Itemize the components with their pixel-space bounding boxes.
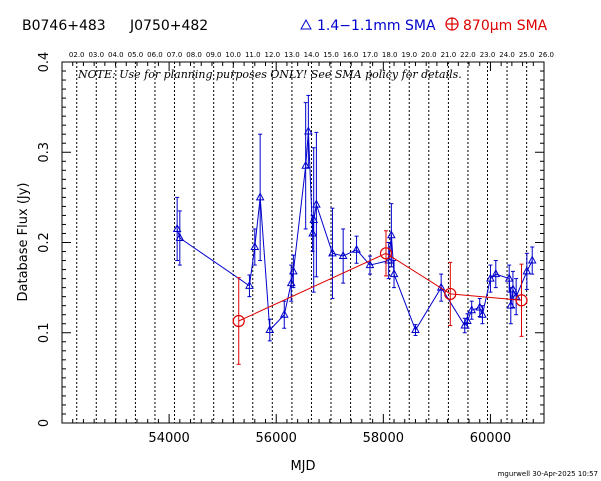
top-year-axis: 02.0 03.0 04.0 05.0 06.0 07.0 08.0 09.0 10.0 11.0… bbox=[69, 51, 554, 59]
data-point-triangle bbox=[312, 199, 321, 208]
y-axis-label: Database Flux (Jy) bbox=[16, 183, 31, 302]
data-point-triangle bbox=[352, 244, 361, 253]
data-point-triangle bbox=[365, 260, 375, 269]
legend-label-1mm: 1.4−1.1mm SMA bbox=[317, 18, 436, 34]
data-point-triangle bbox=[467, 305, 477, 314]
data-point-triangle bbox=[384, 255, 394, 264]
series-layer bbox=[172, 94, 537, 365]
data-point-triangle bbox=[460, 320, 470, 329]
series-870um bbox=[232, 230, 528, 365]
data-point-triangle bbox=[486, 273, 495, 282]
data-point-triangle bbox=[255, 192, 265, 201]
data-point-circle bbox=[379, 247, 393, 260]
top-year-label: 22.0 bbox=[460, 51, 476, 59]
y-axis: 0 0.1 0.2 0.3 0.4 bbox=[37, 52, 544, 427]
top-year-label: 04.0 bbox=[108, 51, 124, 59]
y-tick-label: 0 bbox=[37, 419, 52, 427]
data-point-triangle bbox=[301, 160, 311, 169]
data-point-circle bbox=[232, 314, 245, 328]
top-year-label: 12.0 bbox=[265, 51, 281, 59]
series-1mm bbox=[172, 94, 537, 342]
x-tick-label: 60000 bbox=[470, 431, 511, 446]
data-point-triangle bbox=[527, 255, 537, 264]
data-point-triangle bbox=[491, 269, 501, 278]
top-year-label: 10.0 bbox=[225, 51, 241, 59]
data-point-triangle bbox=[279, 309, 289, 318]
data-point-circle bbox=[515, 294, 528, 307]
data-point-triangle bbox=[389, 269, 399, 278]
top-year-label: 21.0 bbox=[441, 51, 457, 59]
data-point-triangle bbox=[309, 214, 319, 223]
data-point-triangle bbox=[328, 248, 337, 257]
top-year-label: 05.0 bbox=[128, 51, 144, 59]
data-point-triangle bbox=[265, 324, 275, 334]
data-point-triangle bbox=[463, 315, 472, 325]
top-year-label: 09.0 bbox=[206, 51, 222, 59]
data-point-circle bbox=[444, 287, 457, 301]
series-line bbox=[176, 131, 533, 332]
top-year-label: 24.0 bbox=[499, 51, 515, 59]
data-point-triangle bbox=[245, 280, 254, 289]
top-year-label: 16.0 bbox=[343, 51, 359, 59]
planning-note: NOTE: Use for planning purposes ONLY! Se… bbox=[77, 68, 462, 81]
data-point-triangle bbox=[508, 284, 518, 293]
data-point-triangle bbox=[478, 309, 487, 318]
top-year-label: 07.0 bbox=[167, 51, 183, 59]
top-year-label: 20.0 bbox=[421, 51, 437, 59]
top-year-label: 11.0 bbox=[245, 51, 261, 59]
data-point-triangle bbox=[250, 241, 260, 251]
top-year-label: 06.0 bbox=[147, 51, 163, 59]
top-year-label: 18.0 bbox=[382, 51, 398, 59]
data-point-triangle bbox=[175, 232, 185, 241]
y-tick-label: 0.3 bbox=[37, 142, 52, 163]
x-tick-label: 54000 bbox=[148, 431, 189, 446]
top-year-label: 08.0 bbox=[186, 51, 202, 59]
top-year-label: 19.0 bbox=[401, 51, 417, 59]
y-tick-label: 0.1 bbox=[37, 322, 52, 343]
data-point-triangle bbox=[522, 266, 532, 275]
data-point-triangle bbox=[411, 324, 420, 334]
data-point-triangle bbox=[304, 126, 313, 135]
y-tick-label: 0.4 bbox=[37, 52, 52, 73]
data-point-triangle bbox=[475, 302, 485, 311]
data-point-triangle bbox=[387, 230, 396, 239]
data-point-triangle bbox=[289, 266, 298, 275]
data-point-triangle bbox=[172, 223, 182, 232]
x-axis: 54000 56000 58000 60000 bbox=[61, 62, 545, 446]
footer-credit: mgurwell 30-Apr-2025 10:57 bbox=[498, 470, 598, 478]
top-year-label: 23.0 bbox=[480, 51, 496, 59]
top-year-label: 17.0 bbox=[362, 51, 378, 59]
top-year-label: 25.0 bbox=[519, 51, 535, 59]
top-year-label: 03.0 bbox=[88, 51, 104, 59]
legend-circle-plus-icon bbox=[445, 17, 459, 31]
x-axis-label: MJD bbox=[290, 459, 315, 474]
source-name: B0746+483 bbox=[22, 18, 106, 34]
top-year-label: 02.0 bbox=[69, 51, 85, 59]
legend-triangle-icon bbox=[300, 18, 312, 30]
plot-frame bbox=[61, 61, 545, 424]
alt-source-name: J0750+482 bbox=[129, 18, 208, 34]
legend: 1.4−1.1mm SMA 870µm SMA bbox=[300, 17, 548, 34]
top-year-label: 26.0 bbox=[538, 51, 554, 59]
year-grid bbox=[76, 62, 528, 423]
x-tick-label: 58000 bbox=[363, 431, 404, 446]
data-point-triangle bbox=[308, 228, 317, 237]
data-point-triangle bbox=[504, 273, 514, 282]
y-tick-label: 0.2 bbox=[37, 232, 52, 253]
top-year-label: 13.0 bbox=[284, 51, 300, 59]
data-point-triangle bbox=[338, 250, 348, 260]
x-tick-label: 56000 bbox=[256, 431, 297, 446]
top-year-label: 14.0 bbox=[304, 51, 320, 59]
legend-label-870um: 870µm SMA bbox=[463, 18, 548, 34]
series-line bbox=[238, 252, 522, 322]
top-year-label: 15.0 bbox=[323, 51, 339, 59]
